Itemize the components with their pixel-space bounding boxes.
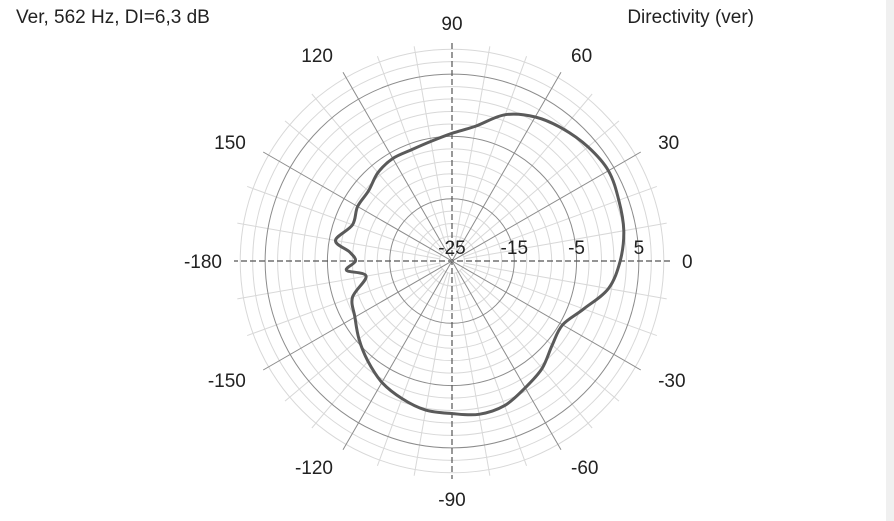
minor-grid-spoke	[463, 264, 658, 337]
angle-tick-label: 60	[571, 46, 592, 67]
angle-tick-label: 30	[658, 133, 679, 154]
minor-grid-spoke	[464, 262, 667, 300]
minor-grid-spoke	[459, 93, 593, 252]
angle-tick-label: 150	[214, 133, 246, 154]
minor-grid-spoke	[376, 272, 449, 467]
minor-grid-spoke	[237, 262, 440, 300]
minor-grid-spoke	[246, 185, 441, 258]
minor-grid-spoke	[453, 46, 491, 249]
minor-grid-circle	[401, 210, 503, 312]
window-edge	[886, 0, 894, 521]
angle-tick-label: -60	[571, 458, 598, 479]
chart-info-label: Ver, 562 Hz, DI=6,3 dB	[16, 7, 210, 28]
minor-grid-circle	[239, 48, 665, 474]
angle-tick-label: -30	[658, 371, 685, 392]
minor-grid-spoke	[413, 46, 451, 249]
tick-labels: 0 30 60 90 120 150 -180 -150 -120 -90 -60 -30 -25 -15…	[184, 14, 693, 511]
major-grid	[234, 43, 670, 479]
radial-tick-label: -25	[438, 238, 465, 259]
angle-tick-label: -120	[295, 458, 333, 479]
minor-grid-circle	[339, 148, 565, 374]
angle-tick-label: -180	[184, 252, 222, 273]
angle-tick-label: 120	[301, 46, 333, 67]
minor-grid-spoke	[461, 268, 620, 402]
minor-grid-spoke	[455, 272, 528, 467]
radial-tick-label: 5	[634, 238, 645, 259]
minor-grid-spoke	[461, 120, 620, 254]
angle-tick-label: 90	[441, 14, 462, 35]
directivity-curve-layer	[334, 112, 626, 417]
minor-grid-spoke	[464, 222, 667, 260]
angle-tick-label: 0	[682, 252, 693, 273]
minor-grid-spoke	[459, 270, 593, 429]
minor-grid-spoke	[311, 270, 445, 429]
minor-grid-spoke	[413, 273, 451, 476]
minor-grid-spoke	[237, 222, 440, 260]
minor-grid-spoke	[284, 120, 443, 254]
minor-grid-spoke	[376, 55, 449, 250]
minor-grid-spoke	[455, 55, 528, 250]
angle-tick-label: -150	[208, 371, 246, 392]
angle-tick-label: -90	[438, 490, 465, 511]
major-grid-spoke	[262, 151, 642, 371]
radial-tick-label: -5	[568, 238, 585, 259]
minor-grid-spoke	[453, 273, 491, 476]
minor-grid-spoke	[463, 185, 658, 258]
radial-tick-label: -15	[501, 238, 528, 259]
minor-grid-spoke	[284, 268, 443, 402]
directivity-curve	[334, 112, 626, 417]
chart-title: Directivity (ver)	[627, 7, 754, 28]
minor-grid-spoke	[246, 264, 441, 337]
